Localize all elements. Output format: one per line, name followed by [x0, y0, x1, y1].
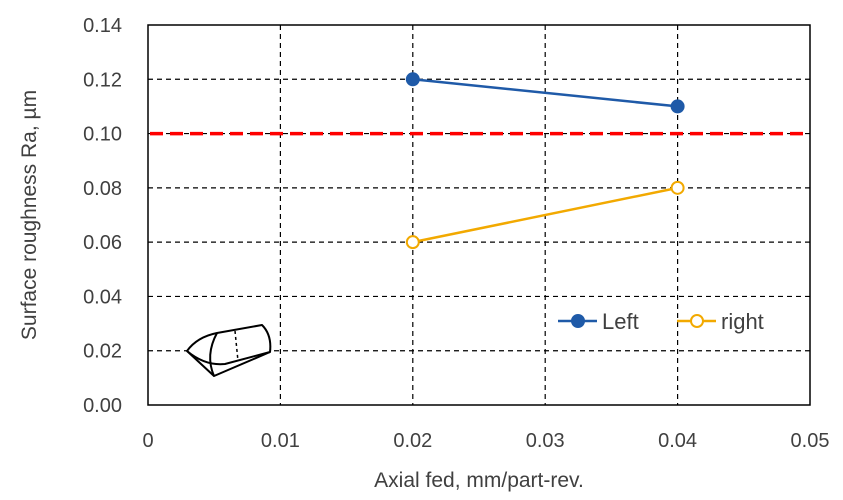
x-tick-label: 0.01	[261, 430, 300, 452]
legend-right-marker	[690, 314, 704, 328]
y-tick-label: 0.06	[83, 232, 122, 254]
x-axis-title: Axial fed, mm/part-rev.	[374, 469, 584, 492]
y-tick-label: 0.12	[83, 69, 122, 91]
y-tick-label: 0.00	[83, 395, 122, 417]
y-tick-label: 0.10	[83, 124, 122, 146]
x-tick-label: 0.05	[791, 430, 830, 452]
series-group	[405, 72, 685, 250]
tool-insert-icon	[186, 324, 272, 377]
data-point-left	[405, 72, 420, 87]
y-axis-title: Surface roughness Ra, µm	[18, 90, 41, 340]
legend-right-label: right	[721, 309, 764, 334]
series-line-left	[412, 78, 678, 108]
y-tick-label: 0.08	[83, 178, 122, 200]
x-tick-label: 0.02	[393, 430, 432, 452]
x-tick-label: 0.04	[658, 430, 697, 452]
tick-labels: 0.00 0.02 0.04 0.06 0.08 0.10 0.12 0.14 0 0.01 0.0…	[83, 15, 829, 452]
y-tick-label: 0.04	[83, 286, 122, 308]
plot-frame	[147, 24, 811, 406]
legend: Left right	[558, 309, 764, 334]
data-point-right	[670, 180, 685, 195]
legend-left-label: Left	[602, 309, 639, 334]
x-tick-label: 0	[142, 430, 153, 452]
data-point-left	[670, 99, 685, 114]
data-point-right	[405, 235, 420, 250]
y-tick-label: 0.14	[83, 15, 122, 37]
legend-left-marker	[571, 314, 585, 328]
x-tick-label: 0.03	[526, 430, 565, 452]
y-tick-label: 0.02	[83, 341, 122, 363]
series-line-right	[412, 186, 678, 244]
